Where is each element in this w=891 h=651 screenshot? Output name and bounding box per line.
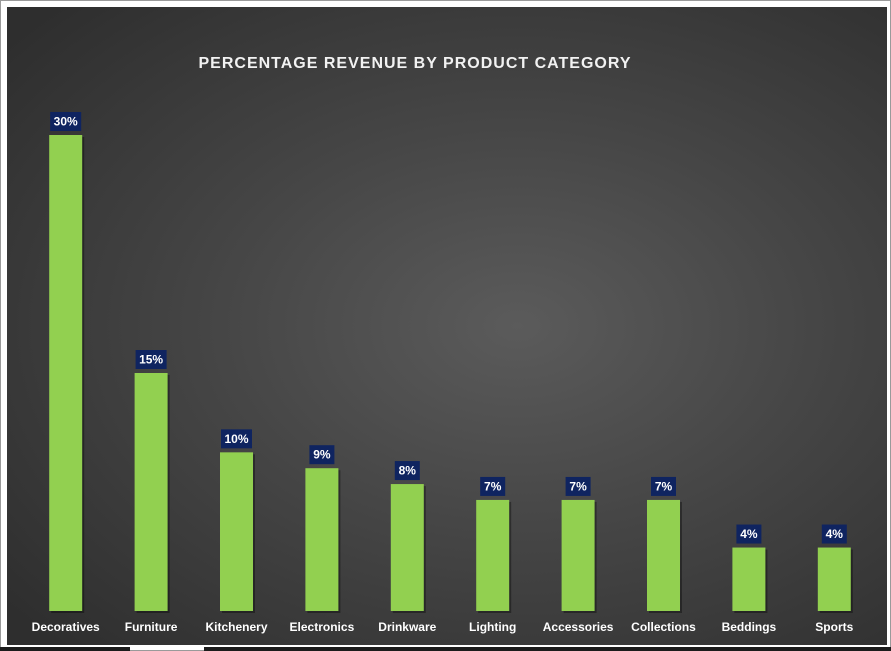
category-label: Kitchenery [205,620,267,634]
bar-sports [818,548,851,611]
category-label: Sports [815,620,853,634]
category-label: Furniture [125,620,178,634]
bars-group [49,135,853,613]
bar-chart: PERCENTAGE REVENUE BY PRODUCT CATEGORY 3… [7,7,887,645]
category-labels-group: Decoratives Furniture Kitchenery Electronic… [32,620,854,634]
data-label: 4% [740,527,758,541]
data-label: 10% [224,432,248,446]
category-label: Collections [631,620,696,634]
bar-decoratives [49,135,82,611]
data-label: 4% [826,527,844,541]
category-label: Lighting [469,620,516,634]
bottom-strip-left [0,647,130,651]
data-label: 7% [484,479,502,493]
data-labels-group: 30% 15% 10% 9% 8% 7% 7% 7% 4% 4% [50,112,847,544]
category-label: Drinkware [378,620,436,634]
bar-furniture [135,373,168,611]
data-label: 7% [569,479,587,493]
bottom-strip-right [204,647,891,651]
category-label: Decoratives [32,620,100,634]
bar-drinkware [391,484,424,611]
data-label: 7% [655,479,673,493]
data-label: 15% [139,353,163,367]
chart-title: PERCENTAGE REVENUE BY PRODUCT CATEGORY [198,55,631,72]
data-label: 9% [313,448,331,462]
bar-beddings [732,548,765,611]
chart-area: PERCENTAGE REVENUE BY PRODUCT CATEGORY 3… [7,7,887,645]
data-label: 8% [399,464,417,478]
bar-electronics [305,468,338,611]
data-label: 30% [54,115,78,129]
category-label: Electronics [290,620,355,634]
category-label: Beddings [722,620,777,634]
bar-collections [647,500,680,611]
bar-lighting [476,500,509,611]
bar-accessories [562,500,595,611]
bar-kitchenery [220,452,253,611]
category-label: Accessories [543,620,614,634]
